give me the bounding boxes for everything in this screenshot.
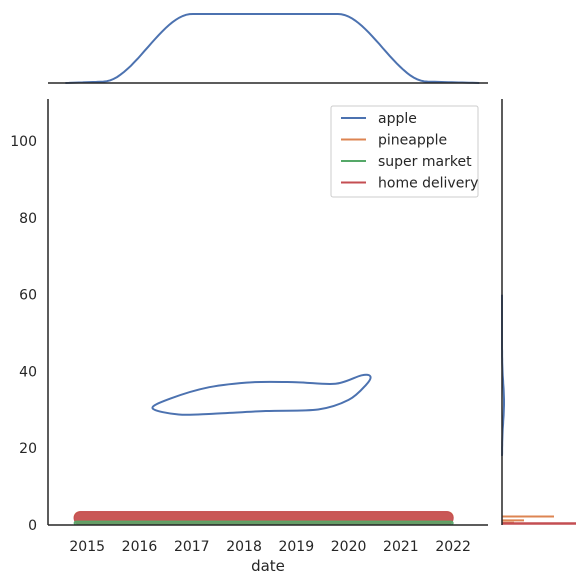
main-plot: 0 20 40 60 80 100 2015 2016 2017 2018 2019 2020 202… — [10, 99, 488, 575]
x-tick-label: 2021 — [383, 539, 419, 555]
x-tick-label: 2018 — [226, 539, 262, 555]
legend-label: home delivery — [378, 176, 478, 192]
y-tick-label: 40 — [19, 364, 37, 380]
x-axis-label: date — [251, 557, 285, 575]
y-tick-label: 80 — [19, 211, 37, 227]
y-tick-label: 20 — [19, 441, 37, 457]
legend-label: pineapple — [378, 133, 447, 149]
right-marginal — [501, 99, 576, 525]
y-tick-label: 60 — [19, 288, 37, 304]
legend-label: super market — [378, 154, 472, 170]
x-tick-label: 2020 — [331, 539, 367, 555]
y-tick-label: 100 — [10, 134, 37, 150]
legend-frame — [330, 105, 479, 198]
legend-label: apple — [378, 111, 417, 127]
x-tick-label: 2022 — [435, 539, 471, 555]
legend: apple pineapple super market home delivery — [330, 105, 479, 198]
x-tick-label: 2016 — [122, 539, 158, 555]
top-marginal — [48, 13, 488, 84]
x-tick-label: 2019 — [278, 539, 314, 555]
top-marginal-kde-curve — [65, 13, 480, 84]
apple-kde-contour — [151, 373, 372, 416]
x-tick-label: 2017 — [174, 539, 210, 555]
y-tick-label: 0 — [28, 518, 37, 534]
x-tick-label: 2015 — [69, 539, 105, 555]
